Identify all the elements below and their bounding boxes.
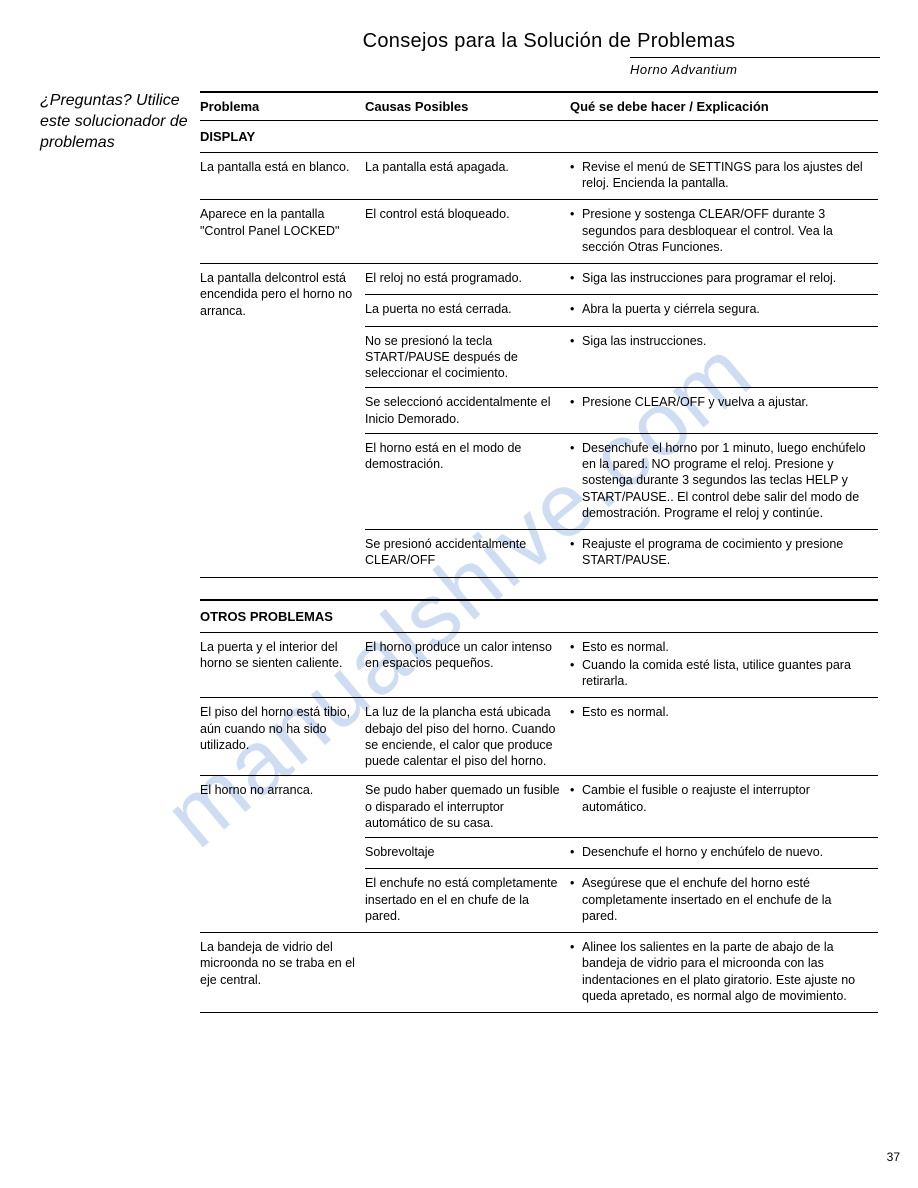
solution-bullet: Presione y sostenga CLEAR/OFF durante 3 … xyxy=(570,206,870,255)
problem-cell: El horno no arranca. xyxy=(200,776,365,933)
cause-cell: La puerta no está cerrada. xyxy=(365,295,570,326)
page-number: 37 xyxy=(887,1150,900,1164)
cause-cell: Se presionó accidentalmente CLEAR/OFF xyxy=(365,530,570,578)
solution-cell: Esto es normal. xyxy=(570,698,878,776)
solution-cell: Abra la puerta y ciérrela segura. xyxy=(570,295,878,326)
solution-cell: Presione CLEAR/OFF y vuelva a ajustar. xyxy=(570,388,878,434)
cause-cell: El reloj no está programado. xyxy=(365,264,570,295)
solution-cell: Revise el menú de SETTINGS para los ajus… xyxy=(570,152,878,200)
solution-bullet: Reajuste el programa de cocimiento y pre… xyxy=(570,536,870,569)
solution-cell: Reajuste el programa de cocimiento y pre… xyxy=(570,530,878,578)
cause-cell xyxy=(365,933,570,1013)
solution-cell: Asegúrese que el enchufe del horno esté … xyxy=(570,869,878,933)
solution-bullet: Siga las instrucciones. xyxy=(570,333,870,349)
cause-cell: El horno está en el modo de demostración… xyxy=(365,433,570,529)
problem-cell: Aparece en la pantalla "Control Panel LO… xyxy=(200,200,365,264)
solution-cell: Siga las instrucciones para programar el… xyxy=(570,264,878,295)
solution-bullet: Presione CLEAR/OFF y vuelva a ajustar. xyxy=(570,394,870,410)
solution-bullet: Siga las instrucciones para programar el… xyxy=(570,270,870,286)
section-heading: OTROS PROBLEMAS xyxy=(200,600,878,632)
problem-cell: La pantalla delcontrol está encendida pe… xyxy=(200,264,365,578)
solution-cell: Cambie el fusible o reajuste el interrup… xyxy=(570,776,878,838)
cause-cell: No se presionó la tecla START/PAUSE desp… xyxy=(365,326,570,388)
cause-cell: El enchufe no está completamente inserta… xyxy=(365,869,570,933)
problem-cell: La bandeja de vidrio del microonda no se… xyxy=(200,933,365,1013)
solution-cell: Presione y sostenga CLEAR/OFF durante 3 … xyxy=(570,200,878,264)
solution-bullet: Alinee los salientes en la parte de abaj… xyxy=(570,939,870,1004)
section-heading: DISPLAY xyxy=(200,121,878,153)
col-header-problem: Problema xyxy=(200,92,365,121)
solution-bullet: Cuando la comida esté lista, utilice gua… xyxy=(570,657,870,690)
solution-cell: Esto es normal. Cuando la comida esté lis… xyxy=(570,632,878,698)
subtitle: Horno Advantium xyxy=(630,62,878,77)
solution-bullet: Abra la puerta y ciérrela segura. xyxy=(570,301,870,317)
solution-bullet: Revise el menú de SETTINGS para los ajus… xyxy=(570,159,870,192)
page-title: Consejos para la Solución de Problemas xyxy=(220,30,878,53)
problem-cell: La pantalla está en blanco. xyxy=(200,152,365,200)
solution-bullet: Asegúrese que el enchufe del horno esté … xyxy=(570,875,870,924)
sidebar-intro: ¿Preguntas? Utilice este solucionador de… xyxy=(40,91,188,153)
problem-cell: La puerta y el interior del horno se sie… xyxy=(200,632,365,698)
cause-cell: Se pudo haber quemado un fusible o dispa… xyxy=(365,776,570,838)
solution-bullet: Esto es normal. xyxy=(570,704,870,720)
cause-cell: Se seleccionó accidentalmente el Inicio … xyxy=(365,388,570,434)
solution-cell: Alinee los salientes en la parte de abaj… xyxy=(570,933,878,1013)
solution-bullet: Desenchufe el horno por 1 minuto, luego … xyxy=(570,440,870,521)
solution-cell: Desenchufe el horno por 1 minuto, luego … xyxy=(570,433,878,529)
cause-cell: El control está bloqueado. xyxy=(365,200,570,264)
solution-cell: Siga las instrucciones. xyxy=(570,326,878,388)
problem-cell: El piso del horno está tibio, aún cuando… xyxy=(200,698,365,776)
col-header-cause: Causas Posibles xyxy=(365,92,570,121)
solution-cell: Desenchufe el horno y enchúfelo de nuevo… xyxy=(570,838,878,869)
subtitle-rule xyxy=(630,57,880,58)
cause-cell: La pantalla está apagada. xyxy=(365,152,570,200)
solution-bullet: Desenchufe el horno y enchúfelo de nuevo… xyxy=(570,844,870,860)
solution-bullet: Cambie el fusible o reajuste el interrup… xyxy=(570,782,870,815)
solution-bullet: Esto es normal. xyxy=(570,639,870,655)
cause-cell: Sobrevoltaje xyxy=(365,838,570,869)
cause-cell: La luz de la plancha está ubicada debajo… xyxy=(365,698,570,776)
cause-cell: El horno produce un calor intenso en esp… xyxy=(365,632,570,698)
col-header-solution: Qué se debe hacer / Explicación xyxy=(570,92,878,121)
troubleshoot-table: ProblemaCausas PosiblesQué se debe hacer… xyxy=(200,91,878,1013)
